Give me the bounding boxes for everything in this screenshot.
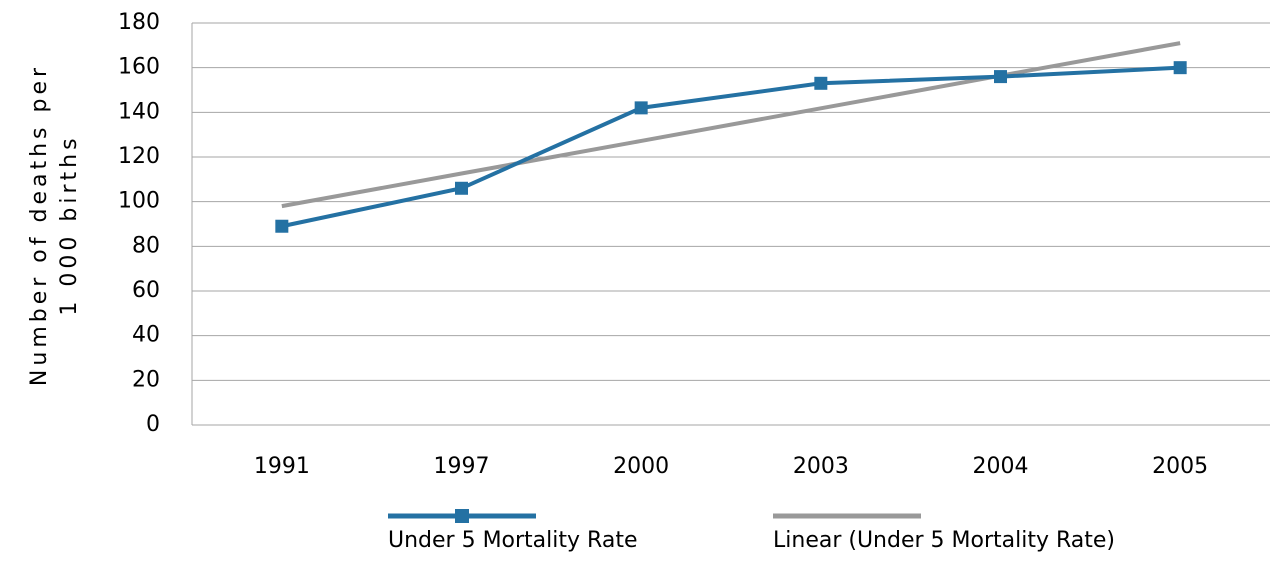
y-axis-label-line: Number of deaths per xyxy=(27,64,52,386)
point-marker xyxy=(814,76,828,90)
y-tick-label: 80 xyxy=(132,233,160,258)
legend-label: Under 5 Mortality Rate xyxy=(388,528,637,553)
x-tick-label: 2004 xyxy=(973,454,1029,479)
point-marker xyxy=(1173,61,1187,75)
point-marker xyxy=(455,181,468,195)
point-marker xyxy=(994,70,1007,84)
y-tick-label: 140 xyxy=(118,99,160,124)
y-axis-label: Number of deaths per 1 000 births xyxy=(27,64,82,386)
y-tick-label: 120 xyxy=(118,144,160,169)
point-marker xyxy=(275,219,289,233)
legend-marker xyxy=(455,509,469,523)
x-tick-label: 2003 xyxy=(793,454,849,479)
y-tick-label: 60 xyxy=(132,278,160,303)
y-tick-label: 0 xyxy=(146,412,160,437)
y-tick-label: 180 xyxy=(118,10,160,35)
y-tick-label: 40 xyxy=(132,323,160,348)
x-tick-label: 1991 xyxy=(254,454,310,479)
y-tick-label: 20 xyxy=(132,367,160,392)
x-tick-label: 2000 xyxy=(613,454,669,479)
legend-label: Linear (Under 5 Mortality Rate) xyxy=(773,528,1115,553)
series-line xyxy=(281,41,1181,209)
y-tick-label: 160 xyxy=(118,55,160,80)
y-tick-label: 100 xyxy=(118,189,160,214)
x-tick-label: 2005 xyxy=(1152,454,1208,479)
y-axis-label-line: 1 000 births xyxy=(57,134,82,315)
x-tick-label: 1997 xyxy=(434,454,490,479)
point-marker xyxy=(634,101,648,115)
series-line xyxy=(281,65,1181,229)
